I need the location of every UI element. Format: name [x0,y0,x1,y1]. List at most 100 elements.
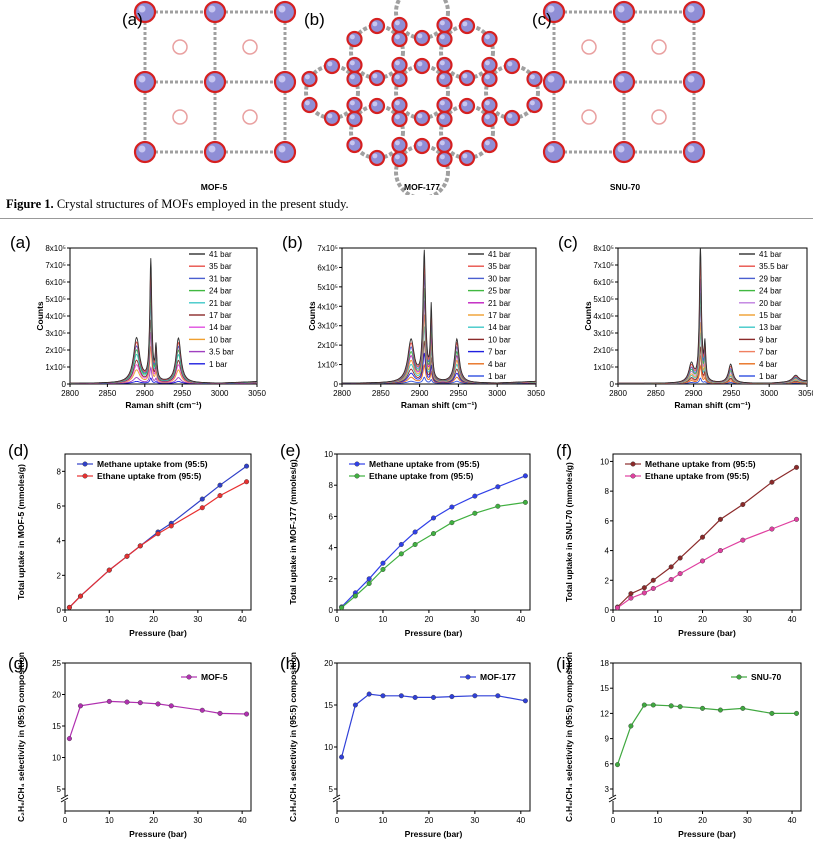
legend-label: 24 bar [209,287,232,296]
mof177-structure [301,0,543,195]
x-tick-label: 3000 [760,389,778,398]
chart-panel-c: (c) 2800 2850 2900 2950 3000 3050 0 1x10⁵ 2x10⁵ 3x… [558,233,813,410]
structure-panel-label: (a) [122,10,143,29]
legend-label: 14 bar [488,323,511,332]
y-tick-label: 8x10⁵ [593,244,614,253]
y-tick-label: 1x10⁵ [45,363,66,372]
data-point [614,605,620,611]
legend-label: 7 bar [488,348,507,357]
metal-cluster [413,57,431,75]
metal-cluster [323,109,341,127]
y-axis-label: Counts [307,301,317,331]
cluster-highlight [484,140,490,146]
y-tick-label: 6 [605,760,610,769]
metal-cluster [203,70,227,94]
data-point [677,555,683,561]
data-point [522,473,528,479]
legend-marker [736,674,742,680]
legend-label: 7 bar [759,348,778,357]
legend-marker [82,461,88,467]
metal-cluster [481,56,498,74]
data-point [244,479,250,485]
x-tick-label: 40 [238,615,247,624]
legend-label: 3.5 bar [209,348,234,357]
x-tick-label: 10 [653,615,662,624]
spectra-group [342,249,536,384]
cluster-highlight [349,60,355,66]
cluster-highlight [304,74,310,80]
metal-cluster [612,70,636,94]
metal-cluster [346,110,363,128]
plot-frame [64,662,252,812]
data-point [794,516,800,522]
cluster-highlight [208,5,216,13]
legend-label: 17 bar [209,311,232,320]
spectrum-line [70,258,257,384]
cluster-highlight [394,154,400,160]
data-point [380,693,386,699]
data-point [472,693,478,699]
cluster-highlight [439,100,445,106]
cluster-highlight [372,21,378,27]
data-point [124,553,130,559]
x-tick-label: 30 [470,816,479,825]
x-tick-label: 2800 [333,389,351,398]
y-tick-label: 5x10⁵ [317,283,338,292]
structure-panel-label: (b) [304,10,325,29]
y-tick-label: 8x10⁵ [45,244,66,253]
data-point [472,510,478,516]
legend-label: 4 bar [488,360,507,369]
data-point [717,548,723,554]
y-tick-label: 2x10⁵ [593,346,614,355]
panel-label: (h) [280,654,301,673]
x-tick-label: 10 [105,615,114,624]
axis-break-mark [608,794,617,800]
data-point [495,484,501,490]
y-tick-label: 18 [600,659,609,668]
x-tick-label: 40 [788,615,797,624]
y-tick-label: 2 [605,576,610,585]
metal-cluster [391,110,408,128]
y-tick-label: 10 [324,450,333,459]
data-point [217,482,223,488]
metal-cluster [526,70,543,88]
legend-label: 21 bar [488,299,511,308]
x-tick-label: 20 [698,816,707,825]
back-cluster [172,39,188,55]
y-tick-label: 15 [600,684,609,693]
cluster-highlight [394,60,400,66]
panel-label: (g) [8,654,29,673]
y-tick-label: 0 [329,606,334,615]
metal-cluster [368,149,386,167]
data-point [155,531,161,537]
x-tick-label: 2850 [647,389,665,398]
y-axis-label: C₂H₆/CH₄ selectivity in (95:5) compositi… [564,652,574,822]
metal-cluster [413,29,431,47]
cluster-highlight [507,113,513,119]
panel-label: (d) [8,441,29,460]
y-tick-label: 3x10⁵ [593,329,614,338]
y-tick-label: 4 [57,537,62,546]
spectrum-line [618,332,807,384]
metal-cluster [391,136,408,154]
y-tick-label: 0 [605,606,610,615]
data-point [412,694,418,700]
y-tick-label: 2x10⁵ [317,341,338,350]
data-point [380,560,386,566]
x-tick-label: 30 [743,615,752,624]
y-tick-label: 5 [329,785,334,794]
data-point [740,502,746,508]
plot-frame [336,453,531,611]
x-tick-label: 2950 [173,389,191,398]
metal-cluster [481,30,498,48]
spectrum-line [342,249,536,384]
y-tick-label: 7x10⁵ [317,244,338,253]
metal-cluster [203,0,227,24]
cluster-highlight [349,34,355,40]
metal-cluster [301,70,318,88]
series-line [68,481,247,608]
legend-label: 1 bar [209,360,228,369]
data-point [794,710,800,716]
x-tick-label: 20 [424,615,433,624]
cluster-highlight [687,5,695,13]
